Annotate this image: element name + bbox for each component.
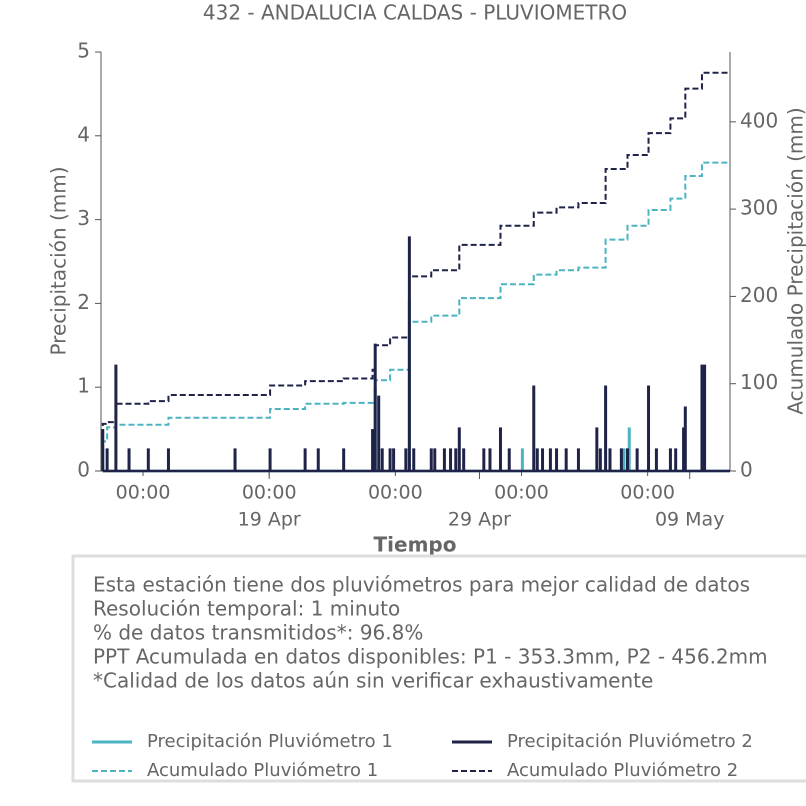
y-tick-label: 1 — [77, 374, 90, 398]
x-tick-label: 00:00 — [494, 482, 549, 504]
y-tick-label: 4 — [77, 122, 90, 146]
info-line: % de datos transmitidos*: 96.8% — [93, 621, 423, 645]
legend-label: Precipitación Pluviómetro 1 — [147, 731, 393, 752]
y2-axis-label: Acumulado Precipitación (mm) — [784, 107, 806, 414]
y-axis-label: Precipitación (mm) — [47, 166, 71, 355]
info-box — [71, 554, 806, 783]
y-tick-label: 2 — [77, 290, 90, 314]
y2-tick-label: 200 — [740, 283, 778, 307]
info-line: *Calidad de los datos aún sin verificar … — [93, 669, 653, 693]
x-tick-label: 00:00 — [242, 482, 297, 504]
cumulative-line — [101, 71, 730, 471]
y-tick-label: 5 — [77, 39, 90, 63]
x-tick-label: 00:00 — [368, 482, 423, 504]
info-line: PPT Acumulada en datos disponibles: P1 -… — [93, 645, 768, 669]
y2-tick-label: 300 — [740, 196, 778, 220]
y2-tick-label: 400 — [740, 108, 778, 132]
cumulative-line — [101, 161, 730, 471]
legend-label: Precipitación Pluviómetro 2 — [507, 731, 753, 752]
info-line: Esta estación tiene dos pluviómetros par… — [93, 573, 750, 597]
x-tick-label: 00:00 — [116, 482, 171, 504]
y2-tick-label: 0 — [740, 458, 753, 482]
x-date-label: 19 Apr — [238, 509, 301, 531]
x-date-label: 29 Apr — [448, 509, 511, 531]
info-line: Resolución temporal: 1 minuto — [93, 597, 400, 621]
legend-label: Acumulado Pluviómetro 2 — [507, 760, 738, 781]
x-tick-label: 00:00 — [620, 482, 675, 504]
y-tick-label: 3 — [77, 206, 90, 230]
x-axis-label: Tiempo — [374, 533, 457, 557]
y-tick-label: 0 — [77, 458, 90, 482]
y2-tick-label: 100 — [740, 370, 778, 394]
legend-label: Acumulado Pluviómetro 1 — [147, 760, 378, 781]
x-date-label: 09 May — [655, 509, 725, 531]
chart-title: 432 - ANDALUCIA CALDAS - PLUVIOMETRO — [203, 1, 627, 25]
